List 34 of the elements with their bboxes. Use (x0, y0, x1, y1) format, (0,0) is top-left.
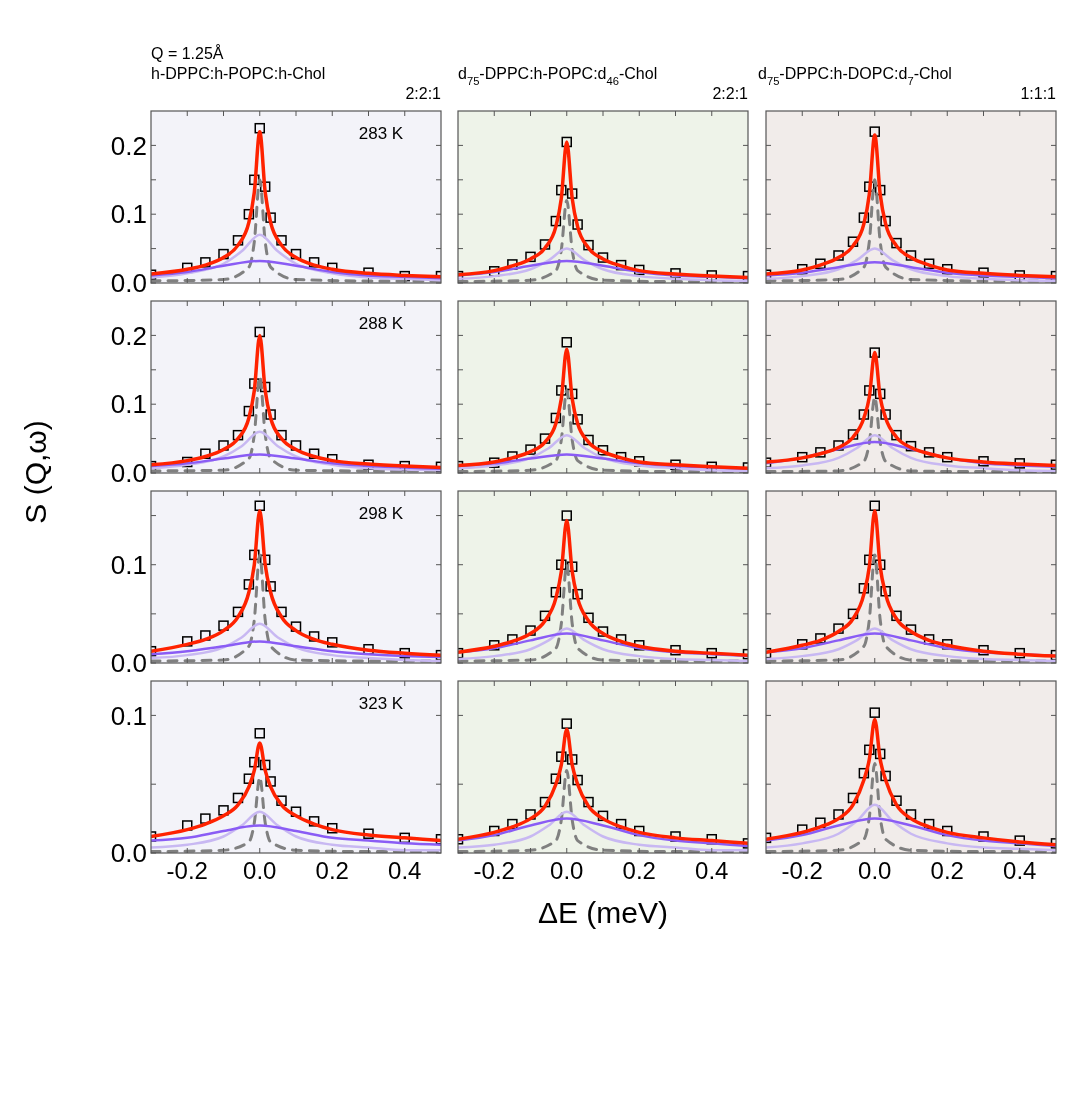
y-tick-label: 0.1 (110, 199, 147, 230)
x-tick-label: 0.4 (1003, 857, 1037, 884)
y-axis-title: S (Q,ω) (19, 420, 52, 524)
x-tick-label: -0.2 (166, 857, 208, 884)
y-tick-label: 0.0 (110, 268, 147, 299)
annotation: 283 K (358, 124, 404, 143)
y-tick-label: 0.2 (110, 320, 147, 351)
y-tick-label: 0.2 (110, 130, 147, 161)
chart-subtitle: 1:1:1 (1020, 85, 1057, 102)
x-tick-label: -0.2 (473, 857, 515, 884)
chart-title: h-DPPC:h-POPC:h-Chol (151, 65, 326, 82)
y-tick-label: 0.0 (110, 648, 147, 679)
x-tick-label: 0.4 (695, 857, 729, 884)
y-tick-label: 0.1 (110, 389, 147, 420)
y-tick-label: 0.1 (110, 700, 147, 731)
chart-title: d$_{75}$-DPPC:h-DOPC:d$_{7}$-Chol (758, 65, 952, 87)
x-tick-label: 0.0 (858, 857, 892, 884)
x-tick-label: 0.2 (622, 857, 656, 884)
chart-subtitle: 2:2:1 (712, 85, 749, 102)
annotation: 298 K (358, 504, 404, 523)
x-tick-label: 0.2 (930, 857, 964, 884)
x-axis-title: ΔE (meV) (537, 896, 669, 929)
chart-subtitle: 2:2:1 (405, 85, 442, 102)
text: Q = 1.25Å (151, 44, 224, 62)
y-tick-label: 0.0 (110, 458, 147, 489)
x-tick-label: 0.4 (388, 857, 422, 884)
annotation: 288 K (358, 314, 404, 333)
x-tick-label: 0.2 (315, 857, 349, 884)
x-tick-label: 0.0 (243, 857, 277, 884)
annotation: 323 K (358, 694, 404, 713)
x-tick-label: 0.0 (550, 857, 584, 884)
chart-title: d$_{75}$-DPPC:h-POPC:d$_{46}$-Chol (458, 65, 658, 87)
x-tick-label: -0.2 (781, 857, 823, 884)
y-tick-label: 0.1 (110, 549, 147, 580)
